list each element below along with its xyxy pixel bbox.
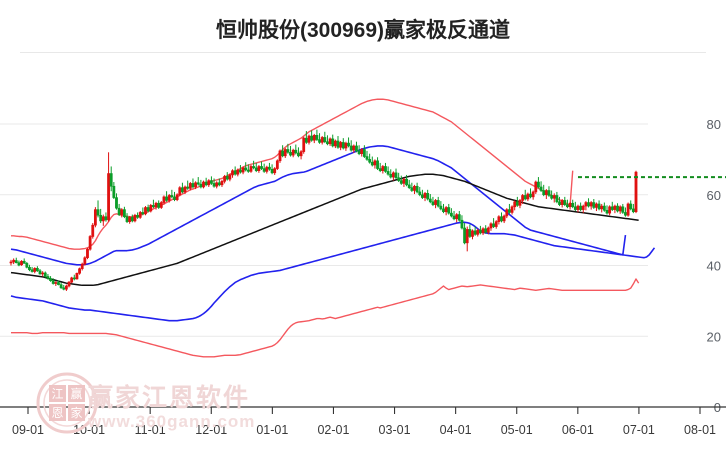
x-axis	[0, 406, 726, 414]
gridlines	[0, 123, 648, 408]
svg-text:07-01: 07-01	[623, 423, 655, 437]
title-divider	[20, 52, 706, 53]
channel-bands	[10, 98, 656, 358]
svg-text:04-01: 04-01	[440, 423, 472, 437]
svg-text:11-01: 11-01	[135, 423, 166, 437]
svg-text:09-01: 09-01	[12, 423, 44, 437]
y-axis-labels: 020406080	[707, 117, 721, 415]
svg-text:05-01: 05-01	[501, 423, 533, 437]
svg-text:03-01: 03-01	[379, 423, 411, 437]
svg-text:01-01: 01-01	[256, 423, 288, 437]
svg-text:12-01: 12-01	[195, 423, 227, 437]
x-axis-labels: 09-01 10-01 11-01 12-01 01-01 02-01 03-01 04-01…	[12, 423, 716, 437]
svg-text:40: 40	[707, 259, 721, 274]
svg-text:60: 60	[707, 188, 721, 203]
candlestick-series	[9, 129, 638, 291]
svg-text:80: 80	[707, 117, 721, 132]
svg-text:08-01: 08-01	[684, 423, 716, 437]
svg-text:06-01: 06-01	[562, 423, 594, 437]
svg-text:20: 20	[707, 329, 721, 344]
page-title: 恒帅股份(300969)赢家极反通道	[215, 19, 511, 42]
svg-text:02-01: 02-01	[317, 423, 349, 437]
svg-text:10-01: 10-01	[73, 423, 105, 437]
